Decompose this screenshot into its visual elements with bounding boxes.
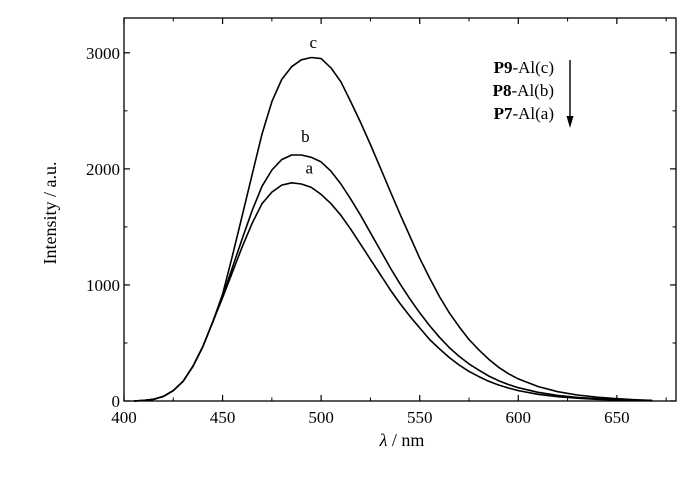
- y-tick-label: 1000: [86, 276, 120, 295]
- legend-entry: P9-Al(c): [494, 58, 554, 77]
- y-tick-label: 2000: [86, 160, 120, 179]
- plot-frame: [123, 17, 677, 402]
- x-axis-label: λ / nm: [379, 430, 425, 450]
- legend-arrow: [566, 60, 574, 128]
- legend-entry-bold: P7: [494, 104, 513, 123]
- y-tick-label: 0: [112, 392, 121, 411]
- legend-entry-rest: -Al(a): [512, 104, 554, 123]
- y-axis-label: Intensity / a.u.: [40, 162, 60, 265]
- legend-entry: P7-Al(a): [494, 104, 554, 123]
- x-tick-label: 650: [604, 408, 630, 427]
- x-tick-label: 500: [308, 408, 334, 427]
- x-axis-label-slash: /: [387, 430, 401, 450]
- legend-entry-bold: P8: [493, 81, 512, 100]
- curve-label-b: b: [301, 127, 310, 146]
- x-tick-label: 600: [506, 408, 532, 427]
- x-tick-label: 450: [210, 408, 236, 427]
- curve-label-a: a: [306, 159, 314, 178]
- curve-label-c: c: [309, 33, 317, 52]
- x-tick-label: 400: [111, 408, 137, 427]
- legend-entry: P8-Al(b): [493, 81, 554, 100]
- legend-entry-rest: -Al(c): [512, 58, 554, 77]
- series-line-c: [133, 56, 653, 402]
- legend-entry-rest: -Al(b): [512, 81, 554, 100]
- series-line-b: [133, 154, 653, 402]
- x-tick-label: 550: [407, 408, 433, 427]
- legend-entry-bold: P9: [494, 58, 513, 77]
- y-tick-label: 3000: [86, 44, 120, 63]
- legend: P9-Al(c)P8-Al(b)P7-Al(a): [493, 58, 554, 123]
- series-line-a: [133, 182, 653, 402]
- x-axis-label-unit: nm: [401, 430, 424, 450]
- x-axis-label-symbol: λ: [379, 430, 388, 450]
